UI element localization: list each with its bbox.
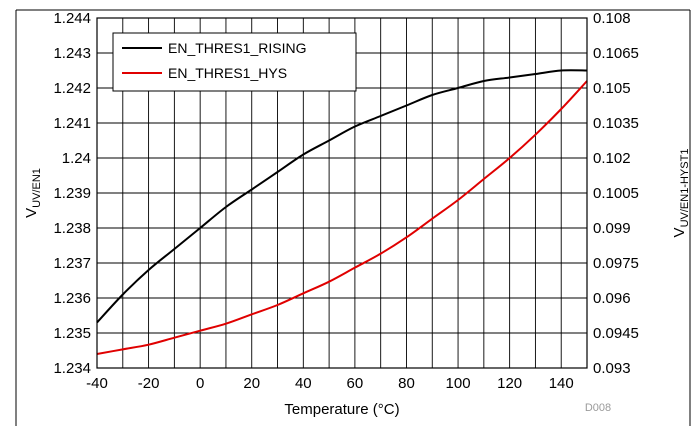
x-tick-label: 60	[347, 375, 364, 392]
x-axis-title: Temperature (°C)	[284, 401, 399, 418]
x-tick-label: -20	[138, 375, 160, 392]
plot-border	[96, 17, 588, 369]
x-tick-label: 40	[295, 375, 312, 392]
y-left-tick-label: 1.24	[62, 150, 91, 167]
y-right-axis-title: VUV/EN1-HYST1	[671, 149, 691, 238]
y-left-tick-label: 1.243	[53, 45, 91, 62]
y-left-tick-label: 1.238	[53, 220, 91, 237]
x-tick-label: 100	[446, 375, 471, 392]
y-right-tick-label: 0.1065	[593, 45, 639, 62]
x-tick-label: 80	[398, 375, 415, 392]
y-right-axis-title-sub: UV/EN1-HYST1	[679, 149, 691, 228]
y-right-tick-label: 0.108	[593, 10, 631, 27]
legend: EN_THRES1_RISING EN_THRES1_HYS	[112, 32, 357, 92]
x-tick-label: 20	[243, 375, 260, 392]
y-left-axis-title-sub: UV/EN1	[31, 168, 43, 208]
y-left-tick-label: 1.235	[53, 325, 91, 342]
y-right-axis-ticks: 0.093 0.0945 0.096 0.0975 0.099 0.1005 0.102 0.…	[593, 10, 639, 377]
y-left-axis-title-main: V	[23, 208, 40, 218]
figure-frame	[15, 9, 691, 426]
y-right-tick-label: 0.099	[593, 220, 631, 237]
y-left-axis-title: VUV/EN1	[23, 168, 43, 218]
series-line-hys	[96, 80, 588, 355]
y-right-tick-label: 0.105	[593, 80, 631, 97]
y-right-tick-label: 0.0975	[593, 255, 639, 272]
y-right-tick-label: 0.1005	[593, 185, 639, 202]
y-left-tick-label: 1.234	[53, 360, 91, 377]
y-right-tick-label: 0.093	[593, 360, 631, 377]
legend-box	[112, 32, 357, 92]
figure-id: D008	[585, 402, 611, 414]
series-lines	[96, 69, 588, 355]
y-left-axis-ticks: 1.234 1.235 1.236 1.237 1.238 1.239 1.24 1.241 1…	[53, 10, 91, 377]
y-left-tick-label: 1.244	[53, 10, 91, 27]
x-tick-label: -40	[86, 375, 108, 392]
x-tick-label: 0	[196, 375, 204, 392]
y-right-tick-label: 0.102	[593, 150, 631, 167]
y-left-tick-label: 1.241	[53, 115, 91, 132]
y-right-tick-label: 0.0945	[593, 325, 639, 342]
y-right-tick-label: 0.096	[593, 290, 631, 307]
y-right-axis-title-main: V	[671, 227, 688, 237]
y-right-tick-label: 0.1035	[593, 115, 639, 132]
y-left-tick-label: 1.237	[53, 255, 91, 272]
legend-label-hys: EN_THRES1_HYS	[168, 65, 287, 81]
series-line-rising	[96, 69, 588, 324]
y-left-tick-label: 1.239	[53, 185, 91, 202]
x-tick-label: 140	[549, 375, 574, 392]
x-tick-label: 120	[497, 375, 522, 392]
x-axis-ticks: -40 -20 0 20 40 60 80 100 120 140	[86, 375, 574, 392]
y-left-tick-label: 1.242	[53, 80, 91, 97]
legend-label-rising: EN_THRES1_RISING	[168, 40, 306, 56]
y-left-tick-label: 1.236	[53, 290, 91, 307]
